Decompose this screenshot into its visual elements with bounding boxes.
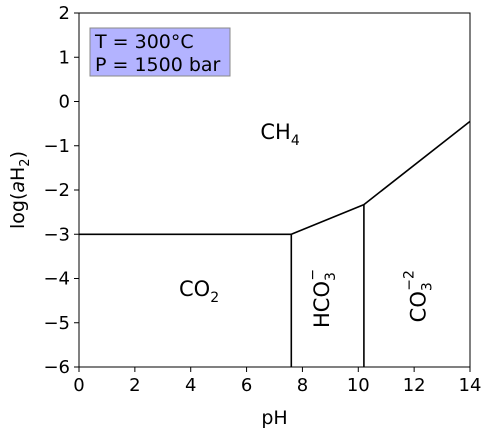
x-tick-label: 2 (129, 375, 140, 396)
y-tick-label: −3 (43, 224, 70, 245)
y-axis-label-italic: a (7, 181, 29, 193)
y-axis-ticks: 2 1 0 −1 −2 −3 −4 −5 −6 (43, 3, 79, 378)
temperature-text: T = 300°C (94, 31, 194, 53)
y-axis-label-prefix: log( (7, 193, 29, 229)
boundary-line (290, 203, 365, 236)
pressure-text: P = 1500 bar (95, 54, 221, 76)
y-axis-label-subscript: 2 (18, 158, 33, 166)
region-label: HCO3− (305, 269, 339, 328)
x-axis-label: pH (261, 407, 287, 429)
y-axis-label: log(aH2) (7, 151, 33, 229)
boundary-lines (79, 120, 471, 367)
x-tick-label: 10 (347, 375, 370, 396)
x-tick-label: 0 (73, 375, 84, 396)
boundary-line (363, 120, 471, 206)
region-label: CH4 (260, 120, 299, 149)
x-tick-label: 14 (459, 375, 482, 396)
y-tick-label: 1 (59, 47, 70, 68)
region-labels: CH4 CO2 HCO3− CO3−2 (179, 120, 435, 328)
x-axis-ticks: 0 2 4 6 8 10 12 14 (73, 367, 481, 396)
y-tick-label: 2 (59, 3, 70, 24)
y-tick-label: −6 (43, 357, 70, 378)
region-label: CO2 (179, 277, 219, 306)
y-tick-label: −4 (43, 269, 70, 290)
conditions-annotation: T = 300°C P = 1500 bar (89, 27, 231, 77)
x-tick-label: 12 (403, 375, 426, 396)
x-tick-label: 8 (297, 375, 308, 396)
x-tick-label: 6 (241, 375, 252, 396)
y-axis-label-main: H (7, 167, 29, 181)
y-tick-label: −1 (43, 136, 70, 157)
y-tick-label: 0 (59, 92, 70, 113)
y-tick-label: −2 (43, 180, 70, 201)
x-tick-label: 4 (185, 375, 196, 396)
y-axis-label-suffix: ) (7, 151, 29, 158)
region-label: CO3−2 (401, 270, 435, 322)
y-tick-label: −5 (43, 313, 70, 334)
conditions-box (89, 27, 231, 77)
